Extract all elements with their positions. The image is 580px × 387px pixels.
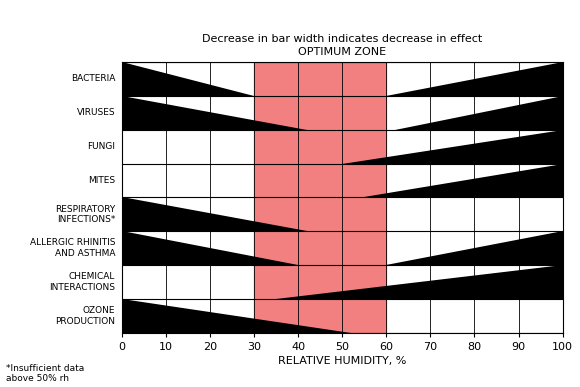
Text: MITES: MITES xyxy=(88,176,115,185)
Text: VIRUSES: VIRUSES xyxy=(77,108,115,117)
Polygon shape xyxy=(342,130,563,163)
Text: *Insufficient data
above 50% rh: *Insufficient data above 50% rh xyxy=(6,364,84,383)
X-axis label: RELATIVE HUMIDITY, %: RELATIVE HUMIDITY, % xyxy=(278,356,407,366)
Polygon shape xyxy=(122,231,298,265)
Title: Decrease in bar width indicates decrease in effect
OPTIMUM ZONE: Decrease in bar width indicates decrease… xyxy=(202,34,483,57)
Polygon shape xyxy=(122,62,254,96)
Polygon shape xyxy=(364,163,563,197)
Polygon shape xyxy=(395,96,563,130)
Text: FUNGI: FUNGI xyxy=(87,142,115,151)
Polygon shape xyxy=(122,197,307,231)
Polygon shape xyxy=(276,265,563,299)
Bar xyxy=(254,62,386,333)
Polygon shape xyxy=(122,96,307,130)
Text: ALLERGIC RHINITIS
AND ASTHMA: ALLERGIC RHINITIS AND ASTHMA xyxy=(30,238,115,258)
Text: OZONE
PRODUCTION: OZONE PRODUCTION xyxy=(55,306,115,325)
Polygon shape xyxy=(386,231,563,265)
Text: CHEMICAL
INTERACTIONS: CHEMICAL INTERACTIONS xyxy=(49,272,115,292)
Text: BACTERIA: BACTERIA xyxy=(71,74,115,83)
Polygon shape xyxy=(386,62,563,96)
Text: RESPIRATORY
INFECTIONS*: RESPIRATORY INFECTIONS* xyxy=(55,205,115,224)
Polygon shape xyxy=(122,299,351,333)
